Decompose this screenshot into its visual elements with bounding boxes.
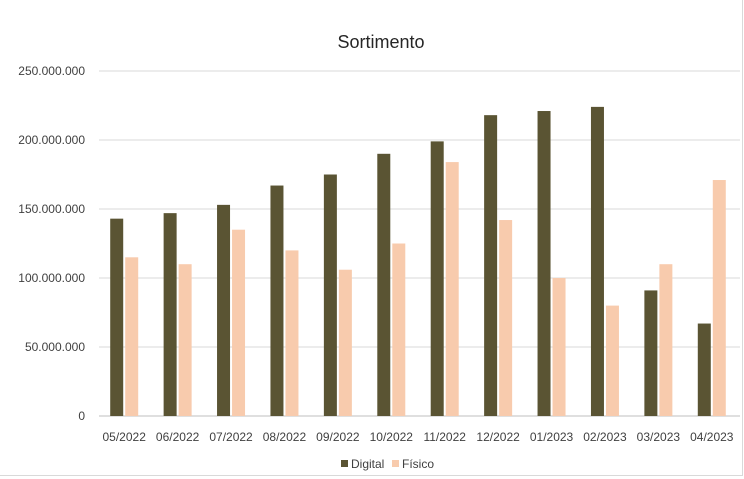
chart-title: Sortimento — [337, 32, 424, 52]
bar-fsico — [552, 278, 566, 416]
bar-fsico — [232, 229, 246, 416]
legend-label: Físico — [402, 457, 434, 471]
bar-digital — [430, 141, 444, 416]
x-tick-label: 06/2022 — [156, 430, 200, 444]
x-tick-label: 03/2023 — [637, 430, 681, 444]
x-tick-label: 09/2022 — [316, 430, 360, 444]
bar-fsico — [392, 243, 406, 416]
y-tick-label: 200.000.000 — [18, 133, 85, 147]
x-tick-label: 01/2023 — [530, 430, 574, 444]
y-tick-label: 250.000.000 — [18, 64, 85, 78]
bar-fsico — [445, 162, 459, 416]
bar-digital — [217, 204, 231, 416]
bar-digital — [697, 323, 711, 416]
bar-fsico — [178, 264, 192, 416]
bar-fsico — [605, 305, 619, 416]
x-tick-label: 04/2023 — [690, 430, 734, 444]
bar-digital — [484, 115, 498, 416]
bar-fsico — [712, 180, 726, 416]
bar-fsico — [499, 220, 513, 416]
x-tick-label: 08/2022 — [263, 430, 307, 444]
legend-swatch — [341, 460, 348, 467]
bar-digital — [644, 290, 658, 416]
x-tick-label: 12/2022 — [476, 430, 520, 444]
bar-digital — [163, 213, 177, 416]
legend-label: Digital — [351, 457, 384, 471]
bar-digital — [323, 174, 337, 416]
legend-swatch — [392, 460, 399, 467]
bar-digital — [590, 106, 604, 416]
grid-lines — [99, 70, 740, 417]
bar-digital — [537, 111, 551, 417]
bars — [110, 106, 726, 417]
bar-fsico — [659, 264, 673, 416]
x-tick-label: 07/2022 — [209, 430, 253, 444]
x-tick-label: 02/2023 — [583, 430, 627, 444]
bar-fsico — [338, 269, 352, 416]
y-tick-label: 100.000.000 — [18, 271, 85, 285]
y-tick-label: 150.000.000 — [18, 202, 85, 216]
x-axis: 05/2022 06/2022 07/2022 08/2022 09/2022 10/20… — [103, 430, 734, 444]
legend: Digital Físico — [341, 457, 434, 471]
bar-digital — [377, 153, 391, 417]
bar-digital — [270, 185, 284, 416]
y-tick-label: 0 — [78, 409, 85, 423]
y-tick-label: 50.000.000 — [25, 340, 85, 354]
bar-fsico — [125, 257, 139, 416]
x-tick-label: 05/2022 — [103, 430, 147, 444]
x-tick-label: 11/2022 — [423, 430, 466, 444]
y-axis: 0 50.000.000 100.000.000 150.000.000 200.000… — [18, 64, 85, 423]
bar-digital — [110, 218, 124, 416]
x-tick-label: 10/2022 — [370, 430, 414, 444]
bar-fsico — [285, 250, 299, 416]
